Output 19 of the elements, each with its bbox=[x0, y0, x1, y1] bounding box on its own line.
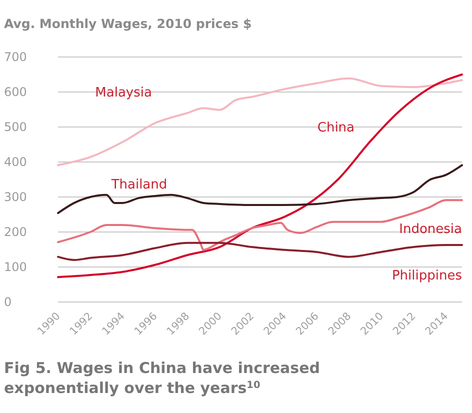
series-label: Malaysia bbox=[95, 86, 152, 101]
line-series bbox=[57, 164, 463, 214]
y-tick-label: 700 bbox=[4, 50, 27, 64]
line-series bbox=[57, 199, 463, 251]
y-tick-label: 300 bbox=[4, 190, 27, 204]
series-label: Indonesia bbox=[399, 222, 462, 238]
chart-title: Avg. Monthly Wages, 2010 prices $ bbox=[4, 16, 252, 31]
series-label: Philippines bbox=[392, 268, 462, 284]
y-tick-label: 0 bbox=[4, 295, 12, 310]
line-series bbox=[57, 77, 463, 166]
y-tick-label: 200 bbox=[4, 225, 27, 240]
series-label: Thailand bbox=[110, 177, 168, 192]
series-label: China bbox=[317, 120, 355, 136]
line-series bbox=[57, 242, 463, 261]
y-tick-label: 500 bbox=[4, 120, 27, 134]
y-tick-label: 600 bbox=[4, 85, 27, 100]
caption: Fig 5. Wages in China have increased exponentially over the years$^{10}$ bbox=[4, 359, 320, 397]
y-tick-label: 100 bbox=[4, 260, 27, 274]
y-tick-label: 400 bbox=[4, 155, 27, 170]
